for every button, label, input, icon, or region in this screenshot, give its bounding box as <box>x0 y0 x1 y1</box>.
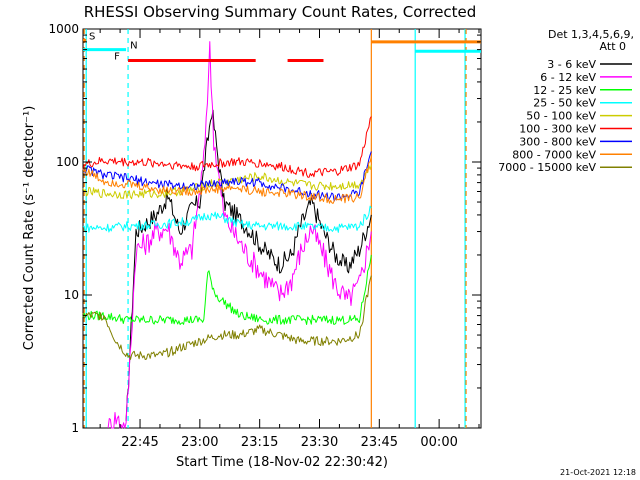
legend-label: 800 - 7000 keV <box>512 148 596 161</box>
legend-label: 12 - 25 keV <box>533 84 596 97</box>
y-tick-label: 10 <box>64 288 79 302</box>
x-tick-label: 23:00 <box>181 435 218 450</box>
y-tick-label: 1 <box>71 421 79 435</box>
series-7000-15000-kev-line <box>82 275 372 360</box>
attenuator-label: Att 0 <box>600 40 626 53</box>
series-12-25-kev-line <box>82 254 372 325</box>
legend-label: 7000 - 15000 keV <box>498 161 596 174</box>
series-300-800-kev-line <box>82 151 372 202</box>
x-tick-label: 23:30 <box>301 435 338 450</box>
detectors-label: Det 1,3,4,5,6,9, <box>548 28 634 41</box>
x-axis-title: Start Time (18-Nov-02 22:30:42) <box>176 455 388 470</box>
series-800-7000-kev-line <box>82 156 372 204</box>
series-100-300-kev-line <box>82 116 372 178</box>
x-tick-label: 00:00 <box>420 435 457 450</box>
interval-label-f: F <box>114 51 120 62</box>
series-50-100-kev-line <box>82 164 372 200</box>
chart-title: RHESSI Observing Summary Count Rates, Co… <box>84 3 477 21</box>
legend-label: 3 - 6 keV <box>547 58 596 71</box>
legend-label: 300 - 800 keV <box>519 135 596 148</box>
series-3-6-kev-line <box>125 109 372 421</box>
legend-label: 6 - 12 keV <box>540 71 596 84</box>
footer-date: 21-Oct-2021 12:18 <box>560 468 636 477</box>
x-tick-label: 23:45 <box>361 435 398 450</box>
interval-label-n: N <box>130 41 137 52</box>
series-6-12-kev-line <box>107 41 372 429</box>
legend-label: 25 - 50 keV <box>533 97 596 110</box>
series-25-50-kev-line <box>82 205 372 233</box>
legend-label: 50 - 100 keV <box>526 110 596 123</box>
y-tick-label: 100 <box>56 155 79 169</box>
y-tick-label: 1000 <box>48 22 79 36</box>
plot-frame <box>82 28 482 429</box>
y-axis-title: Corrected Count Rate (s⁻¹ detector⁻¹) <box>22 106 37 351</box>
interval-label-s: S <box>89 31 95 42</box>
x-tick-label: 22:45 <box>121 435 158 450</box>
legend-label: 100 - 300 keV <box>519 123 596 136</box>
x-tick-label: 23:15 <box>241 435 278 450</box>
